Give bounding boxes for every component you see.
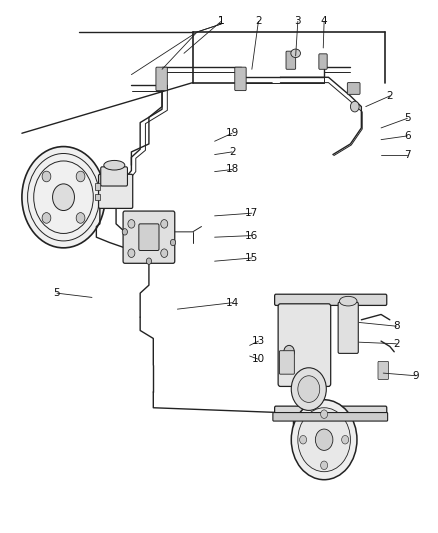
Circle shape [42, 213, 51, 223]
Circle shape [321, 461, 328, 470]
Circle shape [291, 368, 326, 410]
Circle shape [170, 239, 176, 246]
Circle shape [53, 184, 74, 211]
Text: 7: 7 [404, 150, 411, 159]
Bar [95, 194, 100, 200]
Text: 9: 9 [413, 371, 420, 381]
Circle shape [291, 400, 357, 480]
Text: 10: 10 [252, 354, 265, 364]
FancyBboxPatch shape [378, 361, 389, 379]
FancyBboxPatch shape [99, 174, 133, 208]
FancyBboxPatch shape [156, 67, 167, 91]
Circle shape [34, 161, 93, 233]
Circle shape [315, 429, 333, 450]
Text: 6: 6 [404, 131, 411, 141]
FancyBboxPatch shape [273, 413, 388, 421]
FancyBboxPatch shape [347, 83, 360, 94]
FancyBboxPatch shape [123, 211, 175, 263]
Circle shape [76, 213, 85, 223]
Ellipse shape [291, 49, 300, 58]
Text: 13: 13 [252, 336, 265, 346]
FancyBboxPatch shape [275, 406, 387, 417]
Circle shape [321, 410, 328, 418]
Text: 15: 15 [245, 253, 258, 263]
FancyBboxPatch shape [338, 302, 358, 353]
FancyBboxPatch shape [278, 304, 331, 386]
Circle shape [28, 154, 99, 241]
Circle shape [42, 171, 51, 182]
Text: 5: 5 [53, 288, 60, 298]
Bar [95, 183, 100, 190]
FancyBboxPatch shape [319, 54, 327, 69]
Text: 18: 18 [226, 165, 239, 174]
Circle shape [128, 249, 135, 257]
Text: 14: 14 [226, 298, 239, 308]
FancyBboxPatch shape [286, 51, 296, 69]
Circle shape [146, 258, 152, 264]
Circle shape [22, 147, 105, 248]
Circle shape [161, 220, 168, 228]
Text: 1: 1 [218, 17, 225, 26]
Text: 2: 2 [386, 91, 393, 101]
Ellipse shape [104, 160, 125, 170]
Circle shape [122, 229, 127, 235]
Circle shape [350, 101, 359, 112]
Circle shape [284, 345, 294, 358]
FancyBboxPatch shape [235, 67, 246, 91]
FancyBboxPatch shape [101, 167, 127, 186]
Text: 1: 1 [218, 17, 225, 26]
Text: 4: 4 [321, 17, 328, 26]
Ellipse shape [339, 296, 357, 306]
Text: 2: 2 [255, 17, 262, 26]
FancyBboxPatch shape [139, 224, 159, 251]
Circle shape [298, 408, 350, 472]
Text: 2: 2 [393, 339, 400, 349]
Circle shape [298, 376, 320, 402]
Text: 3: 3 [294, 17, 301, 26]
Text: 2: 2 [229, 147, 236, 157]
Text: 17: 17 [245, 208, 258, 218]
Circle shape [161, 249, 168, 257]
Text: 16: 16 [245, 231, 258, 240]
Text: 5: 5 [404, 114, 411, 123]
Circle shape [128, 220, 135, 228]
FancyBboxPatch shape [279, 351, 294, 374]
Text: 8: 8 [393, 321, 400, 331]
Circle shape [76, 171, 85, 182]
Circle shape [300, 435, 307, 444]
Circle shape [342, 435, 349, 444]
FancyBboxPatch shape [275, 294, 387, 305]
Text: 19: 19 [226, 128, 239, 138]
